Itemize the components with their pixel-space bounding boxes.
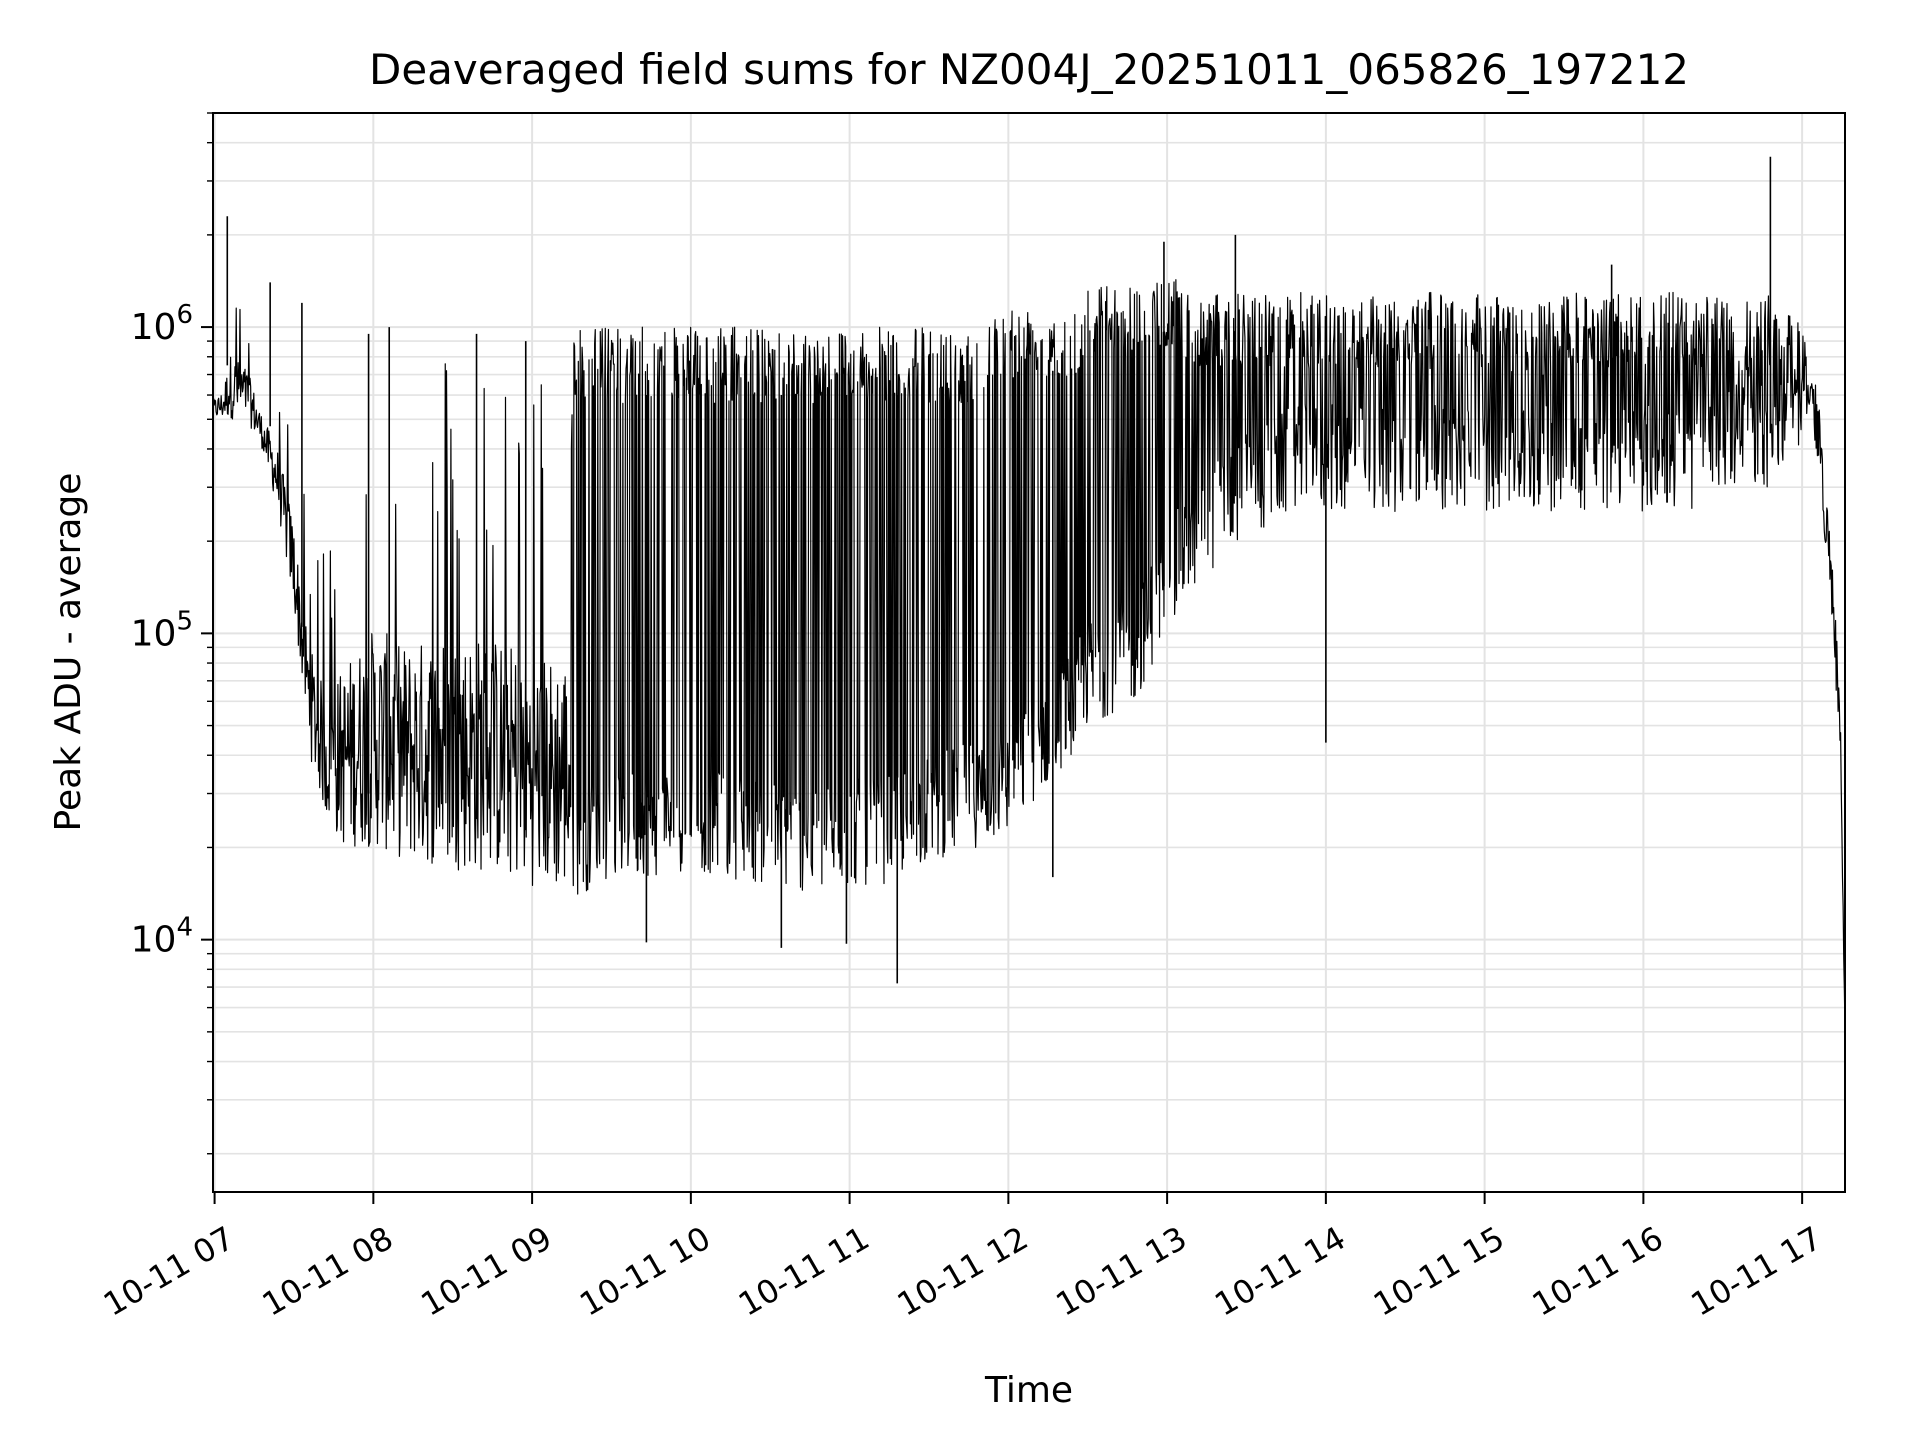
x-axis-label: Time [984,1370,1073,1411]
series-line [213,279,1845,1032]
plot-area [213,156,1845,1032]
chart-title: Deaveraged field sums for NZ004J_2025101… [369,45,1689,94]
y-tick-label: 105 [131,606,193,654]
y-tick-label: 104 [131,913,193,961]
y-tick-label: 106 [131,300,193,348]
y-axis: 104 105 106 [131,112,213,1155]
y-axis-label: Peak ADU - average [48,473,89,832]
series-group [213,156,1845,1032]
axes-frame [212,112,1846,1193]
